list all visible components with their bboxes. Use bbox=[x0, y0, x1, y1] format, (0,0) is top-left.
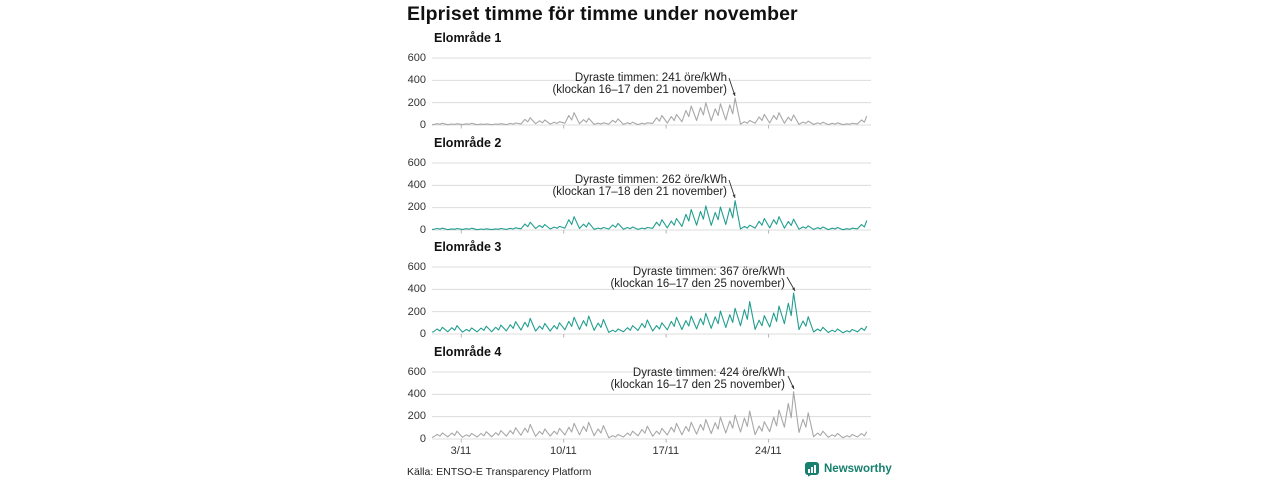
y-axis-tick-label: 0 bbox=[419, 432, 426, 445]
annotation-arrow bbox=[787, 375, 795, 390]
y-axis-tick-label: 600 bbox=[407, 261, 426, 273]
annotation-line2: (klockan 16–17 den 21 november) bbox=[552, 83, 727, 96]
x-axis-tick-label: 24/11 bbox=[754, 445, 782, 457]
annotation-line1: Dyraste timmen: 367 öre/kWh bbox=[632, 266, 785, 278]
page-title: Elpriset timme för timme under november bbox=[407, 3, 798, 25]
annotation-line2: (klockan 16–17 den 25 november) bbox=[610, 378, 785, 391]
annotation-arrow bbox=[728, 77, 736, 97]
price-line-3 bbox=[431, 292, 867, 334]
source-credit: Källa: ENTSO-E Transparency Platform bbox=[407, 466, 592, 478]
y-axis-tick-label: 200 bbox=[407, 201, 426, 214]
y-axis-tick-label: 600 bbox=[407, 52, 426, 64]
y-axis-tick-label: 0 bbox=[419, 119, 426, 131]
y-axis-tick-label: 200 bbox=[407, 96, 426, 109]
annotation-max-4: Dyraste timmen: 424 öre/kWh (klockan 16–1… bbox=[545, 367, 785, 392]
y-axis-tick-label: 600 bbox=[407, 156, 426, 169]
annotation-line2: (klockan 17–18 den 21 november) bbox=[552, 185, 727, 198]
y-axis-tick-label: 400 bbox=[407, 283, 426, 296]
y-axis-tick-label: 200 bbox=[407, 410, 426, 423]
plot-area-2 bbox=[431, 162, 871, 233]
annotation-line1: Dyraste timmen: 262 öre/kWh bbox=[574, 174, 727, 186]
annotation-max-3: Dyraste timmen: 367 öre/kWh (klockan 16–1… bbox=[545, 266, 785, 291]
annotation-max-1: Dyraste timmen: 241 öre/kWh (klockan 16–1… bbox=[487, 72, 727, 97]
y-axis-tick-label: 0 bbox=[419, 223, 426, 236]
annotation-line1: Dyraste timmen: 241 öre/kWh bbox=[574, 72, 727, 84]
y-axis-tick-label: 400 bbox=[407, 178, 426, 191]
price-line-2 bbox=[431, 199, 868, 230]
newsworthy-logo: Newsworthy bbox=[805, 462, 892, 477]
x-axis-tick-label: 17/11 bbox=[652, 445, 680, 457]
plot-area-3 bbox=[431, 266, 871, 338]
chart-subtitle-3: Elområde 3 bbox=[434, 240, 502, 254]
plot-area-4 bbox=[431, 371, 871, 442]
annotation-arrow bbox=[786, 276, 796, 292]
y-axis-tick-label: 600 bbox=[407, 365, 426, 378]
y-axis-tick-label: 400 bbox=[407, 74, 426, 87]
price-line-4 bbox=[431, 390, 867, 438]
annotation-line1: Dyraste timmen: 424 öre/kWh bbox=[632, 367, 785, 379]
plot-area-1 bbox=[431, 57, 871, 129]
x-axis-tick-label: 3/11 bbox=[450, 445, 472, 457]
y-axis-tick-label: 0 bbox=[419, 328, 426, 340]
newsworthy-icon bbox=[805, 462, 819, 477]
newsworthy-wordmark: Newsworthy bbox=[824, 463, 892, 475]
price-line-1 bbox=[431, 97, 867, 126]
annotation-max-2: Dyraste timmen: 262 öre/kWh (klockan 17–1… bbox=[487, 174, 727, 199]
y-axis-tick-label: 200 bbox=[407, 305, 426, 318]
x-axis-tick-label: 10/11 bbox=[550, 445, 577, 457]
annotation-arrow bbox=[728, 179, 736, 199]
annotation-line2: (klockan 16–17 den 25 november) bbox=[610, 277, 785, 290]
chart-subtitle-4: Elområde 4 bbox=[434, 344, 502, 359]
y-axis-tick-label: 400 bbox=[407, 387, 426, 400]
chart-subtitle-1: Elområde 1 bbox=[434, 31, 502, 45]
chart-subtitle-2: Elområde 2 bbox=[434, 135, 502, 150]
